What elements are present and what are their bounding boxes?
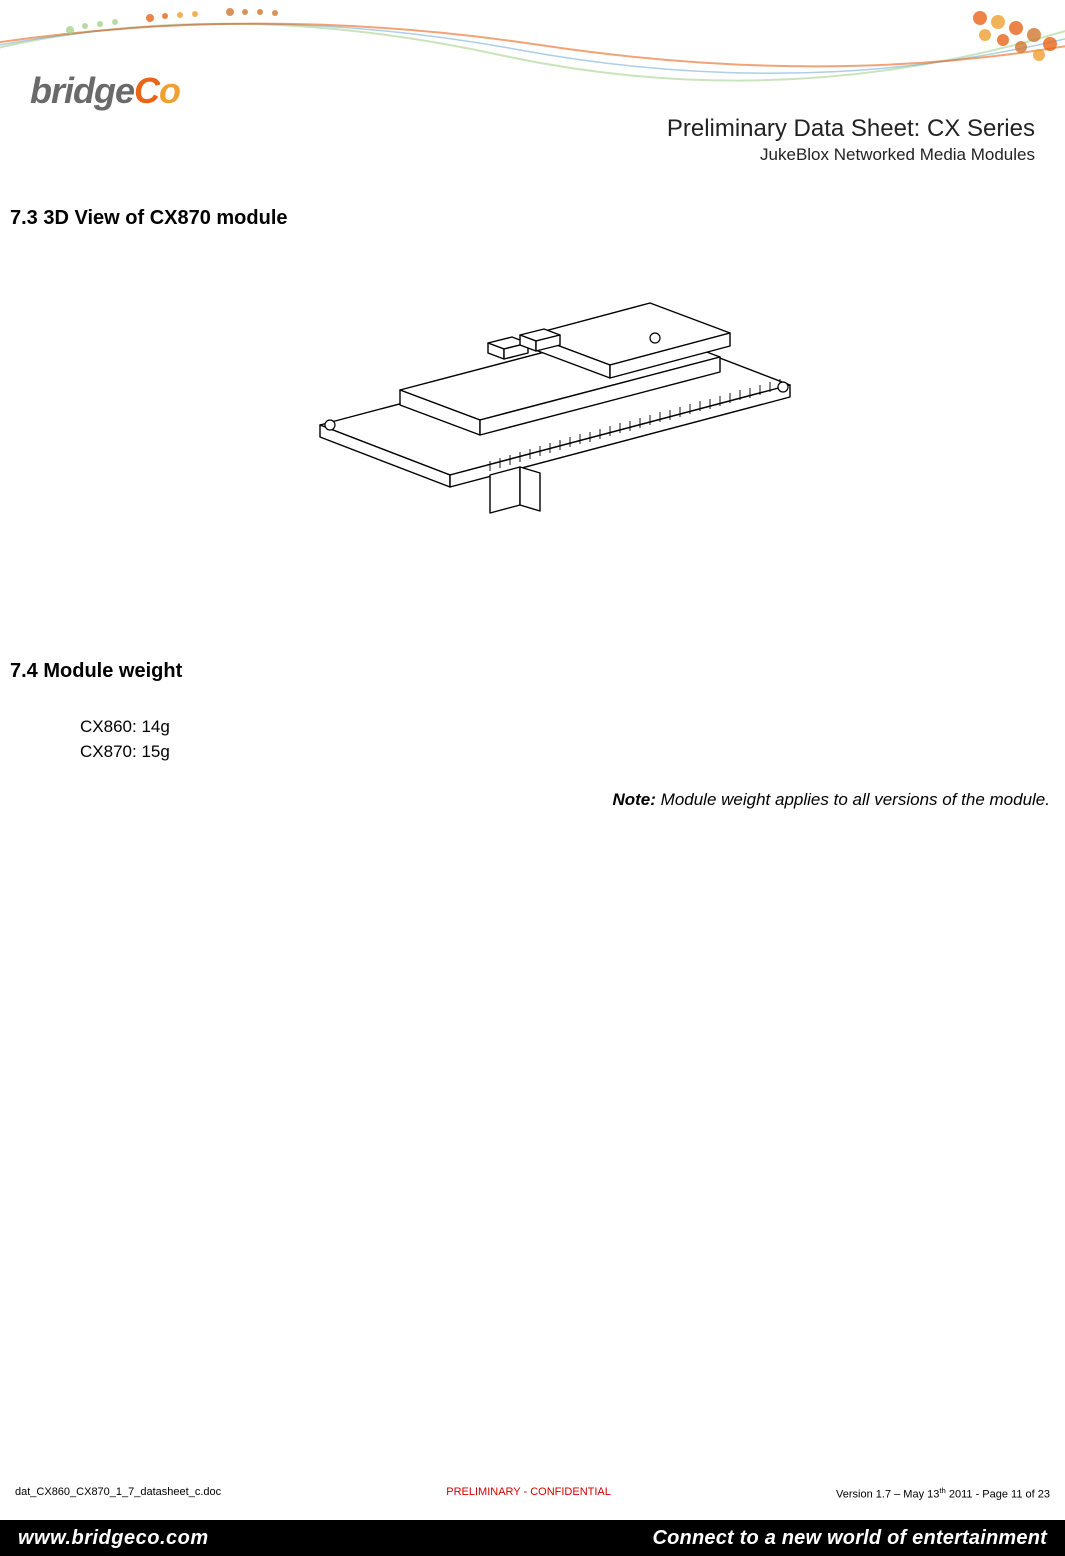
weight-model: CX860 (80, 717, 132, 736)
weight-model: CX870 (80, 742, 132, 761)
footer-bar: www.bridgeco.com Connect to a new world … (0, 1520, 1065, 1556)
note-label: Note: (612, 790, 655, 809)
section-7-4-heading: 7.4 Module weight (10, 660, 182, 683)
footer-tagline: Connect to a new world of entertainment (653, 1527, 1048, 1550)
doc-title: Preliminary Data Sheet: CX Series (667, 115, 1035, 143)
note-text: Module weight applies to all versions of… (661, 790, 1050, 809)
note-line: Note: Module weight applies to all versi… (612, 790, 1050, 810)
weight-row: CX870: 15g (80, 740, 170, 765)
weight-list: CX860: 14g CX870: 15g (80, 715, 170, 764)
doc-subtitle: JukeBlox Networked Media Modules (667, 145, 1035, 165)
doc-filename: dat_CX860_CX870_1_7_datasheet_c.doc (15, 1486, 221, 1501)
weight-row: CX860: 14g (80, 715, 170, 740)
figure-3d-view (290, 275, 810, 515)
footer-meta: dat_CX860_CX870_1_7_datasheet_c.doc PREL… (0, 1486, 1065, 1501)
brand-logo: bridgeCo (30, 70, 180, 112)
version-string: Version 1.7 – May 13th 2011 - Page 11 of… (836, 1486, 1050, 1501)
doc-title-block: Preliminary Data Sheet: CX Series JukeBl… (667, 115, 1035, 165)
footer-url: www.bridgeco.com (18, 1527, 209, 1550)
section-7-3-heading: 7.3 3D View of CX870 module (10, 207, 288, 230)
classification: PRELIMINARY - CONFIDENTIAL (446, 1486, 611, 1501)
weight-value: 14g (141, 717, 169, 736)
weight-value: 15g (141, 742, 169, 761)
